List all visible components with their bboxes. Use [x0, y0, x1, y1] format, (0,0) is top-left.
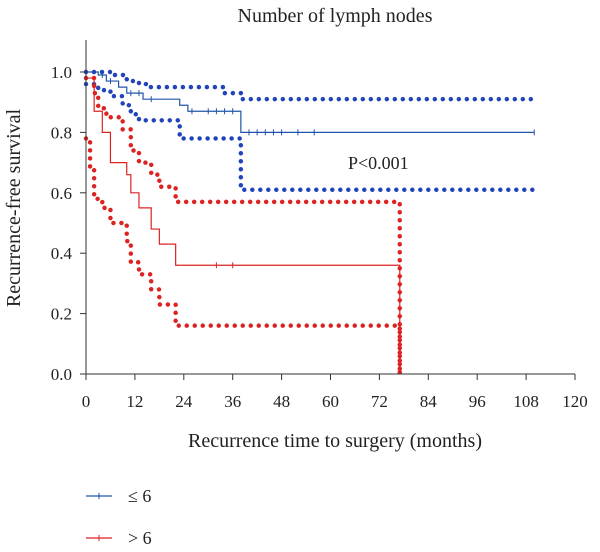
- x-tick-label: 24: [175, 392, 193, 411]
- x-tick-label: 60: [322, 392, 339, 411]
- x-tick-label: 72: [371, 392, 388, 411]
- y-axis-label: Recurrence-free survival: [3, 108, 25, 307]
- x-axis-label: Recurrence time to surgery (months): [188, 430, 482, 452]
- plot-area: [83, 69, 537, 377]
- y-tick-label: 0.2: [51, 305, 72, 324]
- series-line-1: [83, 69, 537, 102]
- y-ticks: 0.0 0.2 0.4 0.6 0.8 1.0: [51, 63, 86, 384]
- y-tick-label: 0.4: [51, 244, 73, 263]
- legend-label-high-nodes: > 6: [128, 528, 152, 548]
- series-line-5: [83, 136, 403, 377]
- legend-item-high-nodes: > 6: [86, 528, 152, 548]
- x-ticks: 0 12 24 36 48 60 72 84 96 108 120: [82, 374, 588, 411]
- legend: ≤ 6 > 6: [86, 486, 152, 548]
- y-tick-label: 1.0: [51, 63, 72, 82]
- legend-label-low-nodes: ≤ 6: [128, 486, 151, 506]
- p-value-annotation: P<0.001: [348, 153, 409, 173]
- x-tick-label: 12: [126, 392, 143, 411]
- y-tick-label: 0.8: [51, 123, 72, 142]
- x-tick-label: 84: [420, 392, 438, 411]
- x-tick-label: 48: [273, 392, 290, 411]
- x-tick-label: 0: [82, 392, 91, 411]
- y-tick-label: 0.6: [51, 184, 72, 203]
- x-tick-label: 36: [224, 392, 241, 411]
- legend-item-low-nodes: ≤ 6: [86, 486, 151, 506]
- x-tick-label: 108: [513, 392, 539, 411]
- chart-title: Number of lymph nodes: [238, 5, 433, 27]
- series-line-0: [86, 71, 535, 133]
- x-tick-label: 120: [562, 392, 588, 411]
- series-line-2: [83, 81, 537, 193]
- x-tick-label: 96: [469, 392, 486, 411]
- y-tick-label: 0.0: [51, 365, 72, 384]
- series-line-3: [86, 77, 401, 374]
- series-line-4: [83, 75, 403, 377]
